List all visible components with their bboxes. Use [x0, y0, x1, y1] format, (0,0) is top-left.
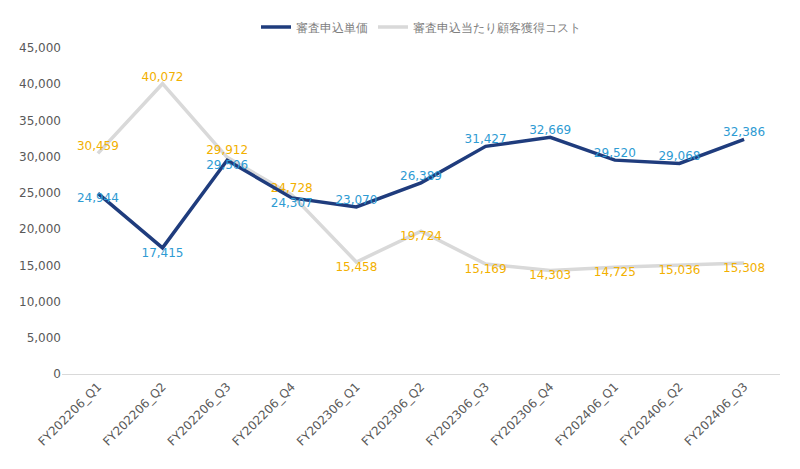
svg-text:15,458: 15,458	[335, 260, 377, 274]
svg-text:FY202306_Q1: FY202306_Q1	[294, 380, 363, 449]
svg-text:FY202406_Q2: FY202406_Q2	[617, 380, 686, 449]
svg-text:35,000: 35,000	[19, 114, 61, 128]
svg-text:23,070: 23,070	[335, 193, 377, 207]
svg-text:審査申込当たり顧客獲得コスト: 審査申込当たり顧客獲得コスト	[413, 21, 581, 35]
svg-text:20,000: 20,000	[19, 222, 61, 236]
svg-text:FY202306_Q4: FY202306_Q4	[488, 380, 557, 449]
svg-text:32,386: 32,386	[723, 125, 765, 139]
svg-text:31,427: 31,427	[465, 132, 507, 146]
svg-text:15,169: 15,169	[465, 262, 507, 276]
svg-text:32,669: 32,669	[529, 123, 571, 137]
svg-text:24,728: 24,728	[271, 181, 313, 195]
svg-text:14,725: 14,725	[594, 265, 636, 279]
svg-text:24,944: 24,944	[77, 191, 119, 205]
svg-text:審査申込単価: 審査申込単価	[296, 21, 368, 35]
svg-text:FY202406_Q3: FY202406_Q3	[682, 380, 751, 449]
svg-text:15,000: 15,000	[19, 259, 61, 273]
svg-text:15,036: 15,036	[658, 263, 700, 277]
svg-text:24,307: 24,307	[271, 196, 313, 210]
svg-text:25,000: 25,000	[19, 186, 61, 200]
svg-text:29,912: 29,912	[206, 143, 248, 157]
svg-text:30,459: 30,459	[77, 139, 119, 153]
svg-text:45,000: 45,000	[19, 41, 61, 55]
svg-text:26,389: 26,389	[400, 169, 442, 183]
svg-text:FY202406_Q1: FY202406_Q1	[553, 380, 622, 449]
svg-text:FY202206_Q1: FY202206_Q1	[36, 380, 105, 449]
svg-text:29,068: 29,068	[658, 149, 700, 163]
svg-text:FY202306_Q2: FY202306_Q2	[359, 380, 428, 449]
svg-text:30,000: 30,000	[19, 150, 61, 164]
svg-text:FY202306_Q3: FY202306_Q3	[423, 380, 492, 449]
svg-text:29,506: 29,506	[206, 158, 248, 172]
svg-text:40,000: 40,000	[19, 77, 61, 91]
svg-text:29,520: 29,520	[594, 146, 636, 160]
svg-text:19,724: 19,724	[400, 229, 442, 243]
svg-text:FY202206_Q2: FY202206_Q2	[100, 380, 169, 449]
svg-text:17,415: 17,415	[142, 246, 184, 260]
svg-text:5,000: 5,000	[27, 331, 61, 345]
svg-text:FY202206_Q3: FY202206_Q3	[165, 380, 234, 449]
svg-text:14,303: 14,303	[529, 268, 571, 282]
svg-text:FY202206_Q4: FY202206_Q4	[229, 380, 298, 449]
svg-text:10,000: 10,000	[19, 295, 61, 309]
svg-text:40,072: 40,072	[142, 70, 184, 84]
svg-text:15,308: 15,308	[723, 261, 765, 275]
svg-text:0: 0	[53, 367, 61, 381]
